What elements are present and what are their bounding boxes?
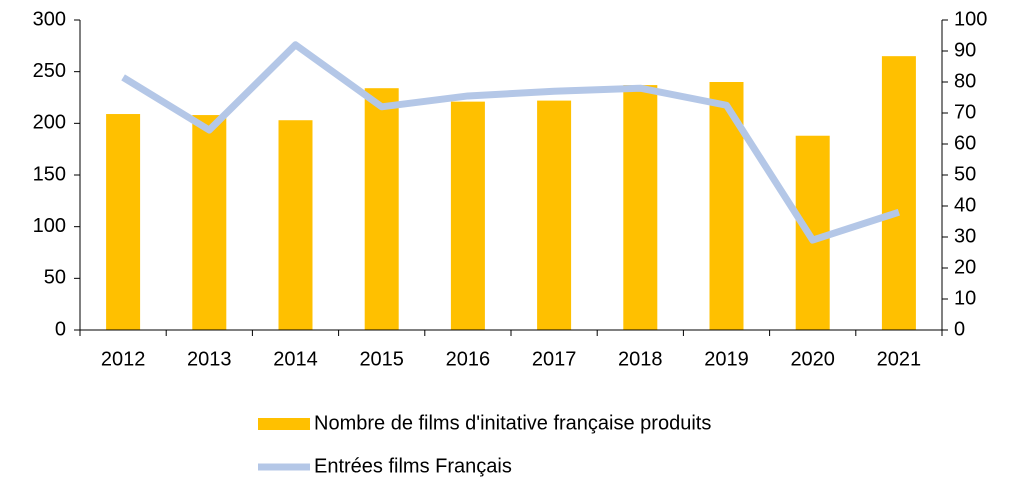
x-tick-label: 2018 xyxy=(618,348,663,370)
y2-tick-label: 60 xyxy=(954,132,976,154)
y2-tick-label: 50 xyxy=(954,163,976,185)
y2-tick-label: 90 xyxy=(954,39,976,61)
bar xyxy=(192,115,227,330)
x-tick-label: 2020 xyxy=(790,348,835,370)
legend-label: Nombre de films d'initative française pr… xyxy=(314,412,711,434)
x-tick-label: 2021 xyxy=(877,348,922,370)
x-tick-label: 2012 xyxy=(101,348,146,370)
y-tick-label: 150 xyxy=(33,163,66,185)
x-tick-label: 2016 xyxy=(446,348,491,370)
y-tick-label: 250 xyxy=(33,60,66,82)
y2-tick-label: 10 xyxy=(954,287,976,309)
x-tick-label: 2017 xyxy=(532,348,577,370)
y-tick-label: 0 xyxy=(55,318,66,340)
y2-tick-label: 100 xyxy=(954,8,987,30)
x-tick-label: 2015 xyxy=(359,348,404,370)
line xyxy=(121,41,900,244)
bar xyxy=(623,85,658,330)
bar xyxy=(450,101,485,330)
y-tick-label: 200 xyxy=(33,112,66,134)
bar xyxy=(881,56,916,331)
y2-tick-label: 40 xyxy=(954,194,976,216)
bar xyxy=(364,88,399,330)
legend-label: Entrées films Français xyxy=(314,455,512,477)
x-tick-label: 2019 xyxy=(704,348,749,370)
legend-swatch xyxy=(258,418,310,430)
y2-tick-label: 20 xyxy=(954,256,976,278)
y2-tick-label: 70 xyxy=(954,101,976,123)
bar xyxy=(106,114,141,331)
y-tick-label: 50 xyxy=(44,267,66,289)
x-tick-label: 2014 xyxy=(273,348,318,370)
y2-tick-label: 80 xyxy=(954,70,976,92)
y2-tick-label: 0 xyxy=(954,318,965,340)
y-tick-label: 100 xyxy=(33,215,66,237)
bar xyxy=(537,100,572,330)
y2-tick-label: 30 xyxy=(954,225,976,247)
bar xyxy=(278,120,313,330)
x-tick-label: 2013 xyxy=(187,348,232,370)
y-tick-label: 300 xyxy=(33,8,66,30)
